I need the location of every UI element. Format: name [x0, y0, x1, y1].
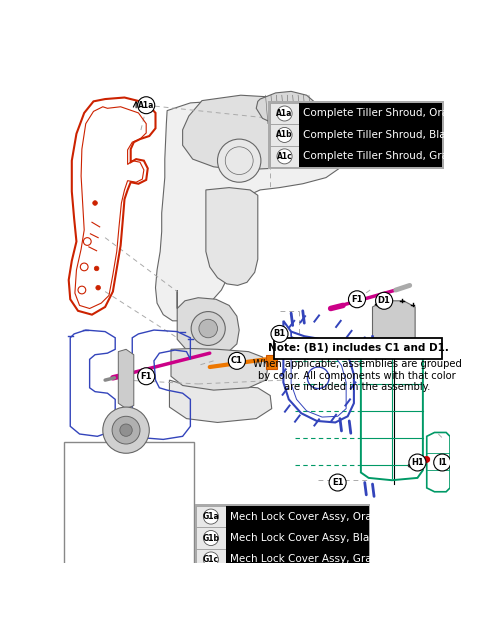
Circle shape — [103, 407, 150, 453]
Circle shape — [94, 266, 99, 271]
Bar — [226, 506, 368, 527]
Circle shape — [218, 139, 261, 182]
Polygon shape — [171, 349, 268, 390]
Circle shape — [271, 325, 288, 342]
Text: Complete Tiller Shroud, Gray: Complete Tiller Shroud, Gray — [303, 151, 454, 161]
Text: Complete Tiller Shroud, Black: Complete Tiller Shroud, Black — [303, 130, 458, 140]
Bar — [270, 146, 300, 167]
Text: Complete Tiller Shroud, Orange: Complete Tiller Shroud, Orange — [303, 108, 468, 118]
Text: A1b: A1b — [276, 130, 293, 139]
Text: C1: C1 — [231, 356, 243, 365]
Text: A1c: A1c — [276, 152, 292, 161]
Text: F1: F1 — [351, 295, 363, 304]
Bar — [226, 527, 368, 549]
Text: A1a: A1a — [138, 101, 154, 110]
Circle shape — [120, 424, 132, 436]
Circle shape — [228, 353, 246, 369]
Text: Note: (B1) includes C1 and D1.: Note: (B1) includes C1 and D1. — [268, 344, 448, 353]
Text: E1: E1 — [332, 478, 344, 487]
Circle shape — [112, 417, 140, 444]
Circle shape — [376, 292, 392, 310]
Circle shape — [138, 368, 154, 385]
Bar — [270, 103, 300, 124]
Text: D1: D1 — [378, 296, 390, 305]
Bar — [268, 101, 444, 168]
Polygon shape — [118, 349, 134, 408]
Circle shape — [277, 127, 292, 142]
Bar — [300, 146, 442, 167]
Polygon shape — [177, 290, 239, 357]
Circle shape — [277, 106, 292, 121]
Text: G1c: G1c — [203, 555, 219, 564]
Circle shape — [96, 285, 100, 290]
Bar — [194, 505, 370, 572]
Circle shape — [92, 201, 98, 205]
Bar — [226, 549, 368, 570]
Text: Mech Lock Cover Assy, Black: Mech Lock Cover Assy, Black — [230, 533, 380, 543]
Circle shape — [199, 319, 218, 338]
Polygon shape — [256, 91, 318, 126]
Polygon shape — [372, 301, 415, 344]
Text: Mech Lock Cover Assy, Gray: Mech Lock Cover Assy, Gray — [230, 555, 378, 565]
Bar — [266, 354, 277, 368]
Circle shape — [348, 291, 366, 308]
Circle shape — [277, 149, 292, 164]
Text: H1: H1 — [411, 458, 424, 467]
Polygon shape — [170, 380, 272, 422]
Bar — [274, 338, 442, 359]
Text: G1a: G1a — [202, 512, 220, 521]
Circle shape — [191, 311, 226, 346]
Circle shape — [204, 530, 218, 546]
Text: Mech Lock Cover Assy, Orange: Mech Lock Cover Assy, Orange — [230, 511, 391, 522]
Circle shape — [138, 97, 154, 114]
Text: I1: I1 — [438, 458, 446, 467]
Bar — [196, 506, 226, 527]
Polygon shape — [156, 101, 346, 321]
Bar — [300, 124, 442, 146]
Polygon shape — [182, 95, 334, 170]
Circle shape — [204, 552, 218, 567]
Bar — [270, 124, 300, 146]
Text: F1: F1 — [140, 372, 152, 381]
Text: A1a: A1a — [276, 109, 292, 118]
Circle shape — [329, 474, 346, 491]
Bar — [196, 527, 226, 549]
Text: B1: B1 — [274, 329, 285, 339]
Text: When applicable, assemblies are grouped
by color. All components with that color: When applicable, assemblies are grouped … — [252, 359, 462, 392]
Circle shape — [204, 509, 218, 524]
Bar — [64, 442, 194, 573]
Circle shape — [434, 454, 451, 471]
Circle shape — [409, 454, 426, 471]
Text: G1b: G1b — [202, 534, 220, 542]
Bar — [196, 549, 226, 570]
Polygon shape — [206, 187, 258, 285]
Bar — [300, 103, 442, 124]
